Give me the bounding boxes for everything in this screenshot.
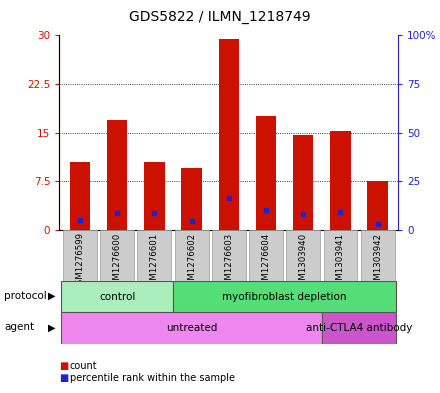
Text: GSM1276604: GSM1276604: [261, 232, 271, 291]
Text: ▶: ▶: [48, 322, 56, 332]
Bar: [249, 230, 283, 281]
Text: ▶: ▶: [48, 291, 56, 301]
Text: control: control: [99, 292, 135, 302]
Text: untreated: untreated: [166, 323, 217, 333]
Text: agent: agent: [4, 322, 34, 332]
Bar: [70, 162, 90, 230]
Text: ■: ■: [59, 361, 69, 371]
Text: anti-CTLA4 antibody: anti-CTLA4 antibody: [306, 323, 412, 333]
Bar: [367, 181, 388, 230]
Bar: [144, 162, 165, 230]
Text: GSM1276599: GSM1276599: [75, 232, 84, 290]
Bar: [100, 230, 134, 281]
Bar: [107, 119, 127, 230]
Bar: [137, 230, 171, 281]
Text: GSM1303942: GSM1303942: [373, 232, 382, 290]
Bar: [293, 134, 313, 230]
Bar: [181, 168, 202, 230]
Bar: [212, 230, 246, 281]
Bar: [361, 230, 395, 281]
Text: GSM1276600: GSM1276600: [113, 232, 121, 291]
Bar: [173, 281, 396, 312]
Text: GSM1276602: GSM1276602: [187, 232, 196, 291]
Bar: [323, 230, 357, 281]
Text: myofibroblast depletion: myofibroblast depletion: [222, 292, 347, 302]
Bar: [61, 312, 322, 344]
Bar: [61, 281, 173, 312]
Text: ■: ■: [59, 373, 69, 383]
Text: GDS5822 / ILMN_1218749: GDS5822 / ILMN_1218749: [129, 10, 311, 24]
Text: GSM1303940: GSM1303940: [299, 232, 308, 290]
Bar: [286, 230, 320, 281]
Bar: [330, 131, 351, 230]
Bar: [175, 230, 209, 281]
Text: percentile rank within the sample: percentile rank within the sample: [70, 373, 235, 383]
Bar: [219, 39, 239, 230]
Bar: [322, 312, 396, 344]
Bar: [63, 230, 97, 281]
Text: GSM1276601: GSM1276601: [150, 232, 159, 291]
Text: GSM1276603: GSM1276603: [224, 232, 233, 291]
Bar: [256, 116, 276, 230]
Text: count: count: [70, 361, 97, 371]
Text: GSM1303941: GSM1303941: [336, 232, 345, 290]
Text: protocol: protocol: [4, 291, 47, 301]
